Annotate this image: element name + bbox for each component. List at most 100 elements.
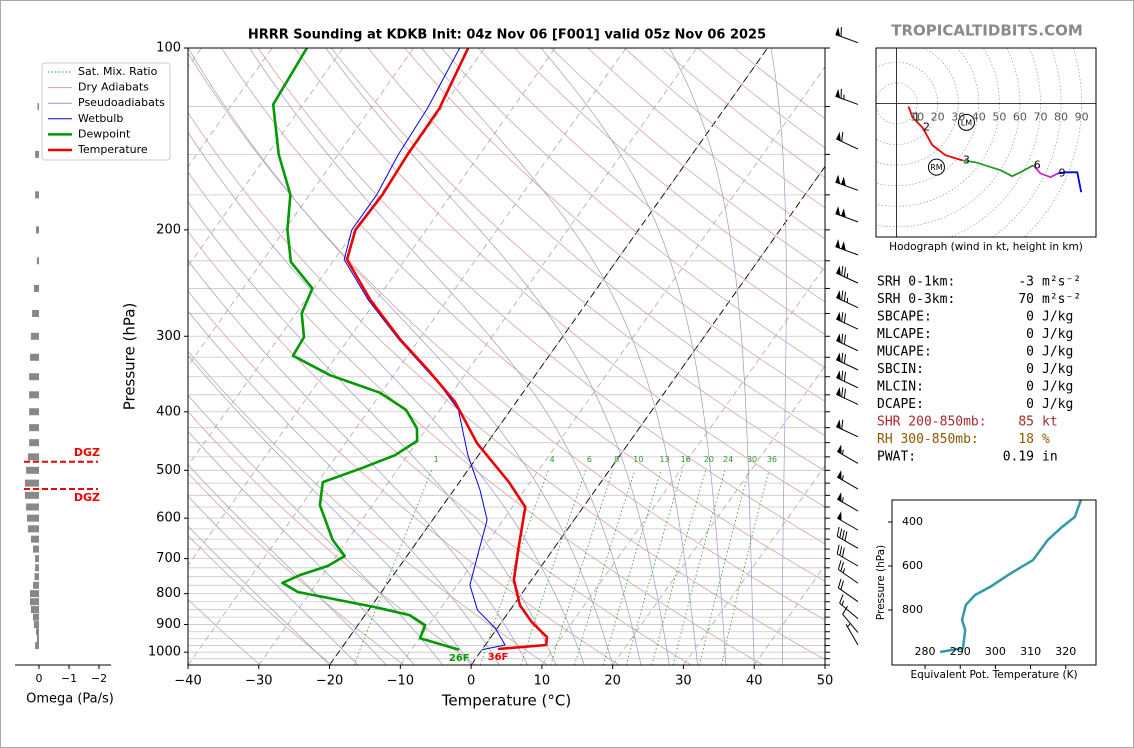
omega-bar — [26, 503, 39, 511]
dry-adiabat — [221, 48, 825, 582]
hodograph-frame — [875, 47, 1097, 238]
barb-staff — [839, 602, 859, 620]
stat-unit: m²s⁻² — [1042, 275, 1081, 290]
theta-e-line — [939, 499, 1083, 654]
theta-e-x-tick-label: 320 — [1055, 645, 1076, 658]
moist-adiabat — [188, 525, 330, 665]
omega-bar — [30, 606, 39, 614]
surface-label: 26F — [449, 653, 470, 664]
stat-unit: J/kg — [1042, 380, 1073, 395]
y-tick-label: 300 — [156, 329, 181, 344]
mixing-ratio-line — [550, 470, 614, 665]
height-label: 6 — [1034, 158, 1041, 171]
hodograph-ring-label: 60 — [1013, 110, 1027, 123]
hodograph-ring-label: 70 — [1033, 110, 1047, 123]
barb-full — [841, 419, 844, 430]
omega-bar — [24, 491, 39, 499]
dgz-label: DGZ — [74, 446, 100, 459]
mixing-ratio-label: 36 — [767, 455, 777, 464]
barb-full — [841, 266, 844, 276]
mixing-ratio-label: 24 — [723, 455, 733, 464]
barb-full — [841, 387, 844, 397]
moist-adiabat — [188, 131, 585, 665]
barb-staff — [836, 393, 859, 405]
y-tick-label: 900 — [156, 617, 181, 632]
theta-e-x-tick-label: 280 — [915, 645, 936, 658]
isotherm — [188, 48, 273, 168]
wind-barb — [836, 352, 859, 371]
wind-barb — [836, 387, 859, 405]
moist-adiabat — [421, 48, 698, 665]
barb-pennant — [837, 492, 842, 502]
y-tick-label: 800 — [156, 586, 181, 601]
x-tick-label: 10 — [534, 674, 551, 689]
omega-bar — [33, 581, 39, 589]
barb-full — [841, 333, 844, 344]
barb-pennant — [836, 387, 841, 397]
omega-bar — [24, 479, 39, 487]
barb-pennant — [835, 88, 841, 98]
wind-barb — [845, 622, 859, 646]
omega-bar — [27, 514, 39, 522]
wind-barb — [835, 174, 859, 191]
stat-value: 0 — [1026, 362, 1034, 377]
mixing-ratio-label: 6 — [587, 455, 592, 464]
barb-half — [847, 622, 852, 628]
omega-bar — [29, 424, 39, 432]
barb-pennant — [841, 176, 846, 186]
legend-label: Dry Adiabats — [78, 81, 149, 94]
watermark: TROPICALTIDBITS.COM — [891, 22, 1083, 40]
storm-motion-marker — [927, 158, 945, 176]
dry-adiabat — [404, 48, 825, 402]
barb-staff — [836, 535, 859, 549]
omega-bar — [36, 226, 39, 234]
wind-barb — [835, 239, 859, 256]
wind-barb — [836, 311, 859, 330]
wind-barb — [836, 370, 859, 389]
dry-adiabat — [188, 171, 764, 665]
barb-full — [843, 371, 846, 382]
theta-e-frame — [891, 499, 1097, 666]
barb-half — [846, 273, 849, 279]
legend-label: Pseudoadiabats — [78, 96, 165, 109]
omega-bar — [35, 642, 39, 650]
omega-bar — [33, 284, 39, 292]
stat-value: 0 — [1026, 380, 1034, 395]
wind-barb — [839, 594, 859, 620]
legend: Sat. Mix. Ratio Dry Adiabats Pseudoadiabat… — [41, 62, 171, 161]
omega-bar — [27, 525, 39, 533]
wind-barb — [837, 578, 859, 603]
legend-label: Sat. Mix. Ratio — [78, 65, 158, 78]
dry-adiabat — [188, 230, 692, 665]
highlight-isotherm — [329, 48, 768, 665]
stat-unit: in — [1042, 450, 1058, 465]
barb-full — [843, 267, 846, 277]
chart-title: HRRR Sounding at KDKB Init: 04z Nov 06 [… — [248, 28, 766, 43]
omega-tick-label: −1 — [61, 672, 77, 685]
wind-barb — [836, 511, 859, 531]
barb-pennant — [836, 265, 841, 276]
stat-label: SRH 0-1km: — [877, 275, 955, 290]
wind-barb — [835, 88, 859, 105]
omega-bar — [36, 635, 39, 643]
moist-adiabat — [249, 48, 642, 665]
dry-adiabat — [477, 48, 825, 335]
barb-full — [841, 370, 844, 381]
barb-half — [841, 497, 844, 503]
isotherm — [400, 66, 825, 665]
dry-adiabat — [331, 48, 825, 472]
stat-value: 85 — [1018, 415, 1034, 430]
barb-full — [839, 546, 843, 556]
moist-adiabat — [325, 48, 670, 665]
stat-unit: J/kg — [1042, 327, 1073, 342]
barb-staff — [836, 138, 859, 150]
barb-half — [842, 568, 846, 574]
wind-barb — [835, 26, 859, 44]
omega-bar — [30, 590, 39, 598]
omega-bar — [30, 535, 39, 543]
stat-value: 0 — [1026, 345, 1034, 360]
dry-adiabat — [188, 350, 548, 665]
barb-full — [841, 352, 844, 363]
barb-half — [841, 600, 845, 606]
omega-bar — [35, 150, 39, 158]
